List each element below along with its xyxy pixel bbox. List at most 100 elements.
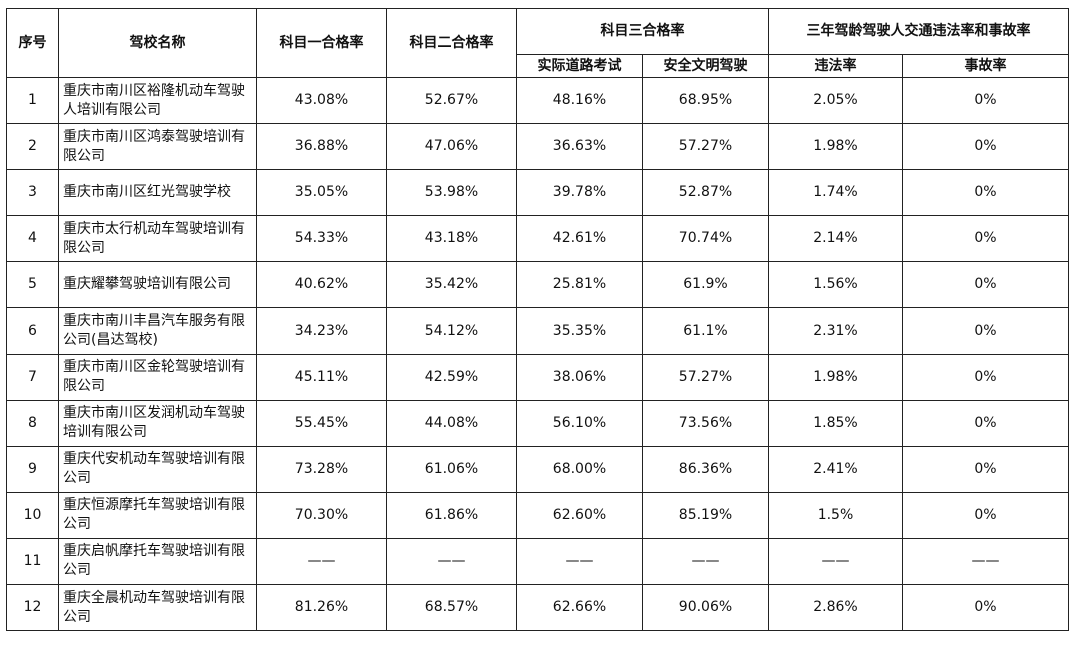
- cell-subject3-safe: 68.95%: [642, 76, 769, 125]
- cell-accident: 0%: [902, 353, 1069, 401]
- cell-subject3-safe: 57.27%: [642, 353, 769, 401]
- cell-subject3-road: 38.06%: [516, 353, 643, 401]
- header-violation: 违法率: [768, 54, 903, 78]
- header-accident: 事故率: [902, 54, 1069, 78]
- cell-subject2: 35.42%: [386, 261, 517, 309]
- cell-subject2: 43.18%: [386, 215, 517, 263]
- cell-accident: 0%: [902, 169, 1069, 217]
- cell-school-name: 重庆代安机动车驾驶培训有限公司: [58, 445, 257, 493]
- cell-school-name: 重庆市南川区鸿泰驾驶培训有限公司: [58, 123, 257, 171]
- cell-subject2: 61.06%: [386, 445, 517, 493]
- cell-violation: 1.5%: [768, 491, 903, 539]
- cell-violation: 2.31%: [768, 307, 903, 355]
- cell-violation: 2.41%: [768, 445, 903, 493]
- table-row: 7 重庆市南川区金轮驾驶培训有限公司 45.11% 42.59% 38.06% 57.27…: [6, 353, 1069, 401]
- table-row: 9 重庆代安机动车驾驶培训有限公司 73.28% 61.06% 68.00% 86.36%…: [6, 445, 1069, 493]
- cell-subject3-road: 25.81%: [516, 261, 643, 309]
- cell-accident: 0%: [902, 261, 1069, 309]
- cell-school-name: 重庆市太行机动车驾驶培训有限公司: [58, 215, 257, 263]
- cell-subject3-safe: 57.27%: [642, 123, 769, 171]
- cell-seq: 6: [6, 307, 59, 355]
- cell-subject1: 36.88%: [256, 123, 387, 171]
- cell-school-name: 重庆市南川区红光驾驶学校: [58, 169, 257, 217]
- cell-subject2: 53.98%: [386, 169, 517, 217]
- header-seq: 序号: [6, 8, 59, 78]
- cell-subject1: 40.62%: [256, 261, 387, 309]
- table-row: 6 重庆市南川丰昌汽车服务有限公司(昌达驾校) 34.23% 54.12% 35.35%…: [6, 307, 1069, 355]
- cell-subject3-safe: 52.87%: [642, 169, 769, 217]
- cell-accident: 0%: [902, 399, 1069, 447]
- cell-violation: 1.74%: [768, 169, 903, 217]
- cell-seq: 10: [6, 491, 59, 539]
- cell-seq: 11: [6, 537, 59, 586]
- header-subject2: 科目二合格率: [386, 8, 517, 78]
- cell-subject3-road: 48.16%: [516, 76, 643, 125]
- cell-accident: 0%: [902, 307, 1069, 355]
- header-school-name: 驾校名称: [58, 8, 257, 78]
- cell-subject1: 34.23%: [256, 307, 387, 355]
- table-row: 4 重庆市太行机动车驾驶培训有限公司 54.33% 43.18% 42.61% 70.74…: [6, 215, 1069, 263]
- cell-school-name: 重庆耀攀驾驶培训有限公司: [58, 261, 257, 309]
- cell-subject3-road: ——: [516, 537, 643, 586]
- table-row: 5 重庆耀攀驾驶培训有限公司 40.62% 35.42% 25.81% 61.9% 1.56…: [6, 261, 1069, 309]
- cell-subject2: 54.12%: [386, 307, 517, 355]
- table-row: 10 重庆恒源摩托车驾驶培训有限公司 70.30% 61.86% 62.60% 85.19…: [6, 491, 1069, 539]
- cell-accident: 0%: [902, 123, 1069, 171]
- cell-school-name: 重庆全晨机动车驾驶培训有限公司: [58, 584, 257, 632]
- cell-seq: 5: [6, 261, 59, 309]
- cell-subject3-safe: 85.19%: [642, 491, 769, 539]
- cell-subject3-road: 39.78%: [516, 169, 643, 217]
- cell-subject3-road: 36.63%: [516, 123, 643, 171]
- cell-subject2: 44.08%: [386, 399, 517, 447]
- cell-violation: 1.85%: [768, 399, 903, 447]
- header-subject3-road: 实际道路考试: [516, 54, 643, 78]
- cell-subject3-safe: 70.74%: [642, 215, 769, 263]
- cell-subject3-road: 35.35%: [516, 307, 643, 355]
- cell-subject2: 42.59%: [386, 353, 517, 401]
- table-row: 2 重庆市南川区鸿泰驾驶培训有限公司 36.88% 47.06% 36.63% 57.27…: [6, 123, 1069, 171]
- cell-accident: 0%: [902, 76, 1069, 125]
- cell-seq: 1: [6, 76, 59, 125]
- cell-seq: 12: [6, 584, 59, 632]
- table-row: 12 重庆全晨机动车驾驶培训有限公司 81.26% 68.57% 62.66% 90.06…: [6, 584, 1069, 632]
- cell-accident: 0%: [902, 215, 1069, 263]
- cell-school-name: 重庆市南川区裕隆机动车驾驶人培训有限公司: [58, 76, 257, 125]
- cell-school-name: 重庆市南川区发润机动车驾驶培训有限公司: [58, 399, 257, 447]
- table-row: 11 重庆启帆摩托车驾驶培训有限公司 —— —— —— —— —— ——: [6, 537, 1069, 586]
- cell-subject3-safe: 61.9%: [642, 261, 769, 309]
- cell-subject1: 55.45%: [256, 399, 387, 447]
- cell-subject3-safe: 86.36%: [642, 445, 769, 493]
- cell-school-name: 重庆恒源摩托车驾驶培训有限公司: [58, 491, 257, 539]
- cell-subject2: 61.86%: [386, 491, 517, 539]
- cell-seq: 3: [6, 169, 59, 217]
- cell-school-name: 重庆启帆摩托车驾驶培训有限公司: [58, 537, 257, 586]
- cell-violation: 1.56%: [768, 261, 903, 309]
- cell-violation: 1.98%: [768, 353, 903, 401]
- cell-subject3-road: 62.66%: [516, 584, 643, 632]
- cell-violation: 2.86%: [768, 584, 903, 632]
- cell-violation: ——: [768, 537, 903, 586]
- cell-subject3-road: 68.00%: [516, 445, 643, 493]
- pass-rate-table: 序号 驾校名称 科目一合格率 科目二合格率 科目三合格率 三年驾龄驾驶人交通违法…: [6, 8, 1069, 632]
- cell-subject3-road: 42.61%: [516, 215, 643, 263]
- cell-subject2: ——: [386, 537, 517, 586]
- cell-subject2: 52.67%: [386, 76, 517, 125]
- table-row: 1 重庆市南川区裕隆机动车驾驶人培训有限公司 43.08% 52.67% 48.16% 6…: [6, 76, 1069, 125]
- header-subject1: 科目一合格率: [256, 8, 387, 78]
- cell-subject1: 81.26%: [256, 584, 387, 632]
- cell-accident: ——: [902, 537, 1069, 586]
- cell-school-name: 重庆市南川丰昌汽车服务有限公司(昌达驾校): [58, 307, 257, 355]
- cell-seq: 7: [6, 353, 59, 401]
- cell-subject3-road: 56.10%: [516, 399, 643, 447]
- cell-subject1: 70.30%: [256, 491, 387, 539]
- cell-subject3-road: 62.60%: [516, 491, 643, 539]
- cell-subject1: 45.11%: [256, 353, 387, 401]
- cell-subject3-safe: ——: [642, 537, 769, 586]
- header-subject3-safe: 安全文明驾驶: [642, 54, 769, 78]
- table-body: 1 重庆市南川区裕隆机动车驾驶人培训有限公司 43.08% 52.67% 48.16% 6…: [6, 76, 1069, 632]
- table-row: 8 重庆市南川区发润机动车驾驶培训有限公司 55.45% 44.08% 56.10% 73…: [6, 399, 1069, 447]
- pass-rate-table-container: 序号 驾校名称 科目一合格率 科目二合格率 科目三合格率 三年驾龄驾驶人交通违法…: [6, 8, 1069, 632]
- table-header: 序号 驾校名称 科目一合格率 科目二合格率 科目三合格率 三年驾龄驾驶人交通违法…: [6, 8, 1069, 78]
- cell-violation: 2.14%: [768, 215, 903, 263]
- cell-seq: 8: [6, 399, 59, 447]
